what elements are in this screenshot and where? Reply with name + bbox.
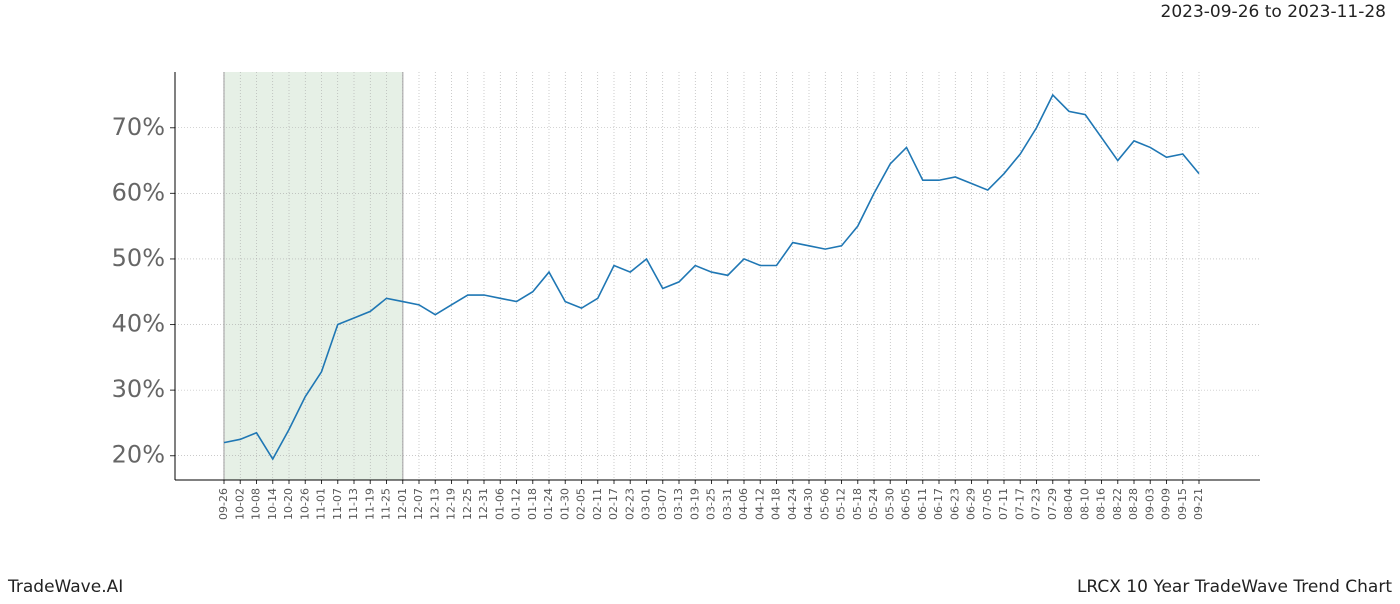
- x-tick-label: 10-14: [266, 488, 279, 520]
- x-tick-label: 05-24: [867, 488, 880, 520]
- x-tick-label: 03-25: [705, 488, 718, 520]
- x-tick-label: 03-01: [640, 488, 653, 520]
- y-tick-label: 30%: [112, 375, 165, 403]
- x-tick-label: 02-23: [623, 488, 636, 520]
- y-tick-label: 70%: [112, 113, 165, 141]
- x-tick-label: 11-25: [380, 488, 393, 520]
- x-tick-label: 03-13: [672, 488, 685, 520]
- x-tick-label: 04-30: [802, 488, 815, 520]
- x-tick-label: 05-06: [818, 488, 831, 520]
- y-tick-label: 40%: [112, 310, 165, 338]
- x-tick-label: 03-31: [721, 488, 734, 520]
- x-tick-label: 02-17: [607, 488, 620, 520]
- y-tick-label: 20%: [112, 441, 165, 469]
- x-tick-label: 12-07: [412, 488, 425, 520]
- x-tick-label: 04-06: [737, 488, 750, 520]
- x-tick-label: 06-23: [948, 488, 961, 520]
- x-tick-label: 01-12: [510, 488, 523, 520]
- x-tick-label: 06-17: [932, 488, 945, 520]
- x-tick-label: 12-25: [461, 488, 474, 520]
- x-tick-label: 11-19: [363, 488, 376, 520]
- x-tick-label: 07-11: [997, 488, 1010, 520]
- x-tick-label: 01-06: [493, 488, 506, 520]
- x-tick-label: 06-05: [900, 488, 913, 520]
- x-tick-label: 04-12: [753, 488, 766, 520]
- x-tick-label: 09-03: [1143, 488, 1156, 520]
- x-tick-label: 05-18: [851, 488, 864, 520]
- x-tick-label: 09-15: [1176, 488, 1189, 520]
- x-tick-label: 12-31: [477, 488, 490, 520]
- x-tick-label: 05-30: [883, 488, 896, 520]
- x-tick-label: 08-10: [1078, 488, 1091, 520]
- x-tick-label: 07-23: [1030, 488, 1043, 520]
- x-tick-label: 01-30: [558, 488, 571, 520]
- x-tick-label: 10-08: [250, 488, 263, 520]
- x-tick-label: 07-05: [981, 488, 994, 520]
- x-tick-label: 08-22: [1111, 488, 1124, 520]
- x-tick-label: 09-21: [1192, 488, 1205, 520]
- x-tick-label: 02-11: [591, 488, 604, 520]
- trend-line: [223, 93, 1200, 461]
- highlight-region: [224, 72, 403, 480]
- x-tick-label: 05-12: [835, 488, 848, 520]
- chart-title: 2023-09-26 to 2023-11-28: [1161, 2, 1386, 22]
- x-tick-label: 11-13: [347, 488, 360, 520]
- x-tick-label: 10-20: [282, 488, 295, 520]
- y-tick-label: 50%: [112, 244, 165, 272]
- x-tick-label: 08-16: [1095, 488, 1108, 520]
- x-tick-label: 06-29: [965, 488, 978, 520]
- x-tick-label: 07-17: [1013, 488, 1026, 520]
- x-tick-label: 03-07: [656, 488, 669, 520]
- footer-right: LRCX 10 Year TradeWave Trend Chart: [1077, 577, 1392, 597]
- x-tick-label: 07-29: [1046, 488, 1059, 520]
- x-tick-label: 03-19: [688, 488, 701, 520]
- x-tick-label: 11-07: [331, 488, 344, 520]
- x-tick-label: 02-05: [575, 488, 588, 520]
- x-tick-label: 12-01: [396, 488, 409, 520]
- x-tick-label: 08-28: [1127, 488, 1140, 520]
- x-tick-label: 12-19: [445, 488, 458, 520]
- x-tick-label: 09-26: [217, 488, 230, 520]
- x-tick-label: 04-18: [770, 488, 783, 520]
- x-tick-label: 08-04: [1062, 488, 1075, 520]
- x-tick-label: 10-02: [233, 488, 246, 520]
- y-tick-label: 60%: [112, 178, 165, 206]
- x-tick-label: 01-24: [542, 488, 555, 520]
- x-tick-label: 06-11: [916, 488, 929, 520]
- footer-left: TradeWave.AI: [7, 577, 123, 597]
- x-tick-label: 01-18: [526, 488, 539, 520]
- x-tick-label: 12-13: [428, 488, 441, 520]
- x-tick-label: 09-09: [1160, 488, 1173, 520]
- x-tick-label: 11-01: [315, 488, 328, 520]
- x-tick-label: 04-24: [786, 488, 799, 520]
- x-tick-label: 10-26: [298, 488, 311, 520]
